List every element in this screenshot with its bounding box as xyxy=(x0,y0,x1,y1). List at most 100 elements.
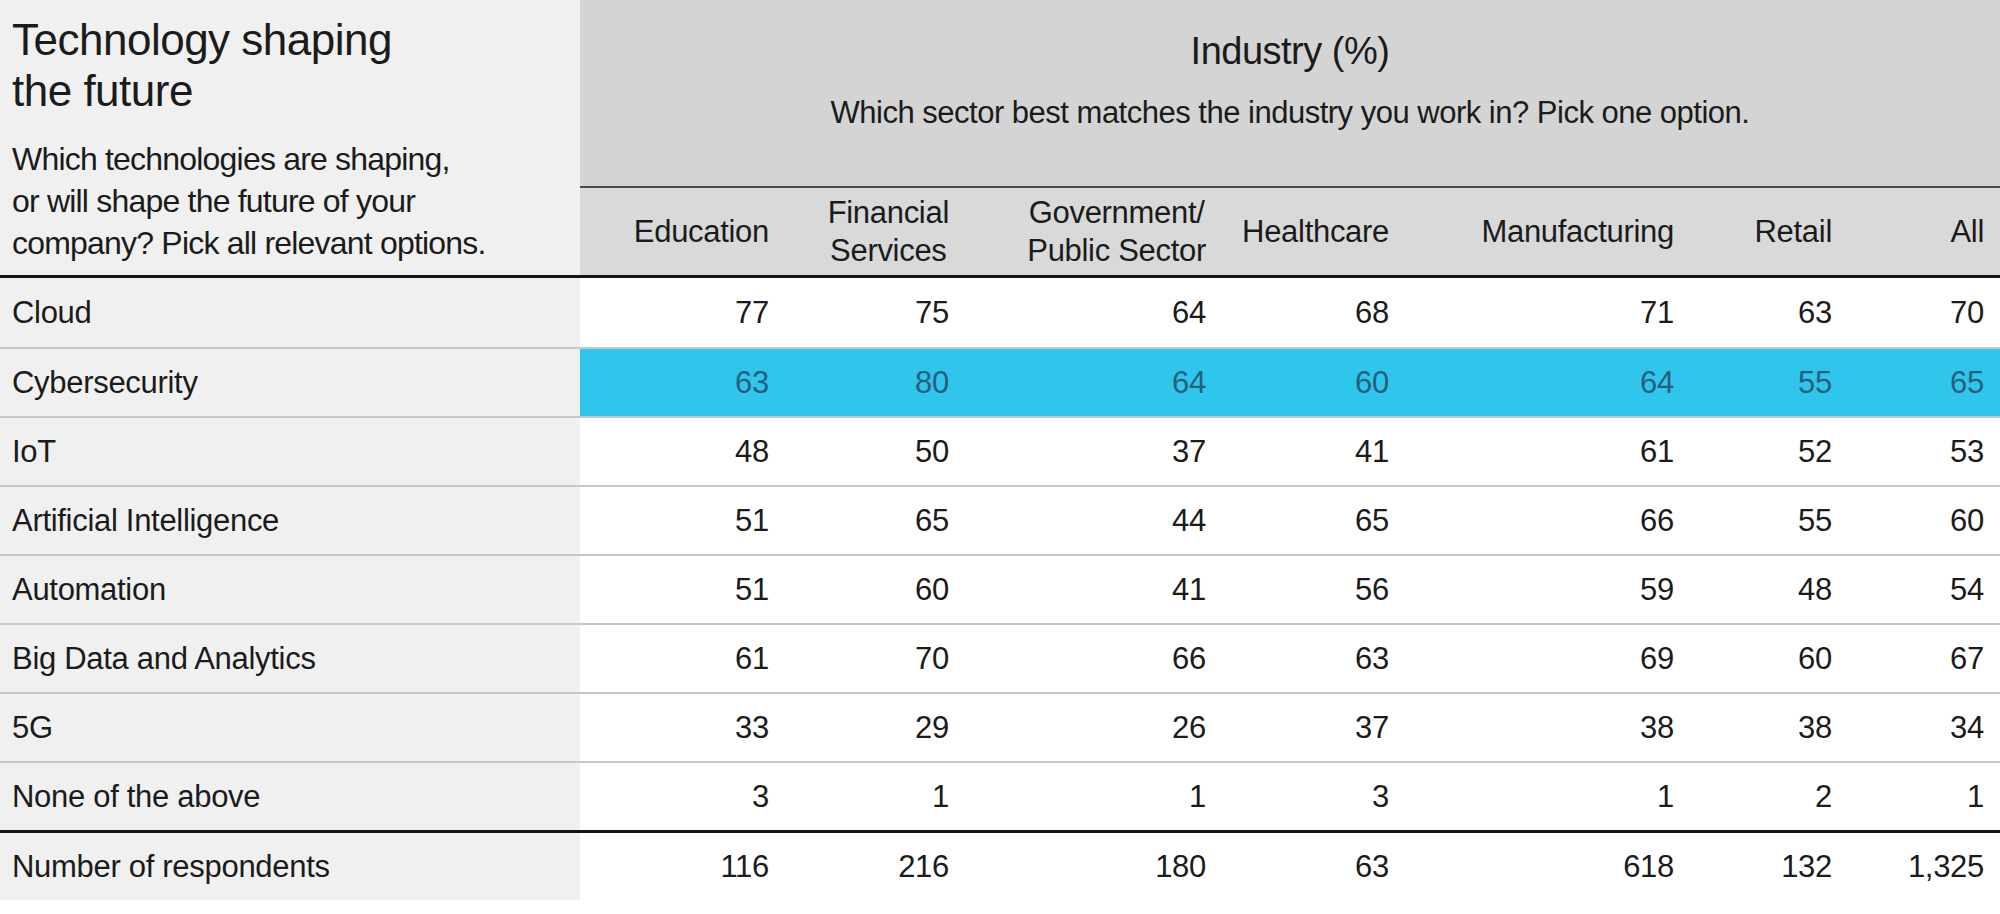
row-label: 5G xyxy=(0,694,580,761)
column-header: Education xyxy=(580,213,785,251)
table-cell: 37 xyxy=(965,418,1222,485)
table-row: None of the above3113121 xyxy=(0,761,2000,830)
table-cell: 116 xyxy=(580,833,785,900)
column-header-label: Education xyxy=(634,213,769,251)
table-row: Number of respondents116216180636181321,… xyxy=(0,830,2000,900)
industry-column-question: Which sector best matches the industry y… xyxy=(580,95,2000,131)
row-label: Big Data and Analytics xyxy=(0,625,580,692)
table-cell: 51 xyxy=(580,487,785,554)
table-cell: 53 xyxy=(1848,418,2000,485)
table-cell: 63 xyxy=(580,349,785,416)
table-cell: 61 xyxy=(1405,418,1690,485)
column-header-label: Government/ Public Sector xyxy=(1027,194,1206,270)
table-cell: 66 xyxy=(965,625,1222,692)
table-cell: 67 xyxy=(1848,625,2000,692)
industry-header-band: Industry (%) Which sector best matches t… xyxy=(580,0,2000,188)
column-header-row: Education Financial Services Government/ P… xyxy=(580,188,2000,275)
column-header: Financial Services xyxy=(785,194,965,270)
row-label: Automation xyxy=(0,556,580,623)
table-cell: 37 xyxy=(1222,694,1405,761)
table-cell: 132 xyxy=(1690,833,1848,900)
table-cell: 59 xyxy=(1405,556,1690,623)
row-label: Artificial Intelligence xyxy=(0,487,580,554)
row-label: Cloud xyxy=(0,278,580,347)
table-cell: 48 xyxy=(580,418,785,485)
table-header: Technology shaping the future Which tech… xyxy=(0,0,2000,278)
column-header-label: Healthcare xyxy=(1242,213,1389,251)
table-cell: 2 xyxy=(1690,763,1848,830)
column-header: Manufacturing xyxy=(1405,213,1690,251)
table-cell: 33 xyxy=(580,694,785,761)
table-cell: 3 xyxy=(1222,763,1405,830)
table-title: Technology shaping the future xyxy=(12,14,566,116)
table-cell: 34 xyxy=(1848,694,2000,761)
table-cell: 70 xyxy=(785,625,965,692)
table-cell: 64 xyxy=(965,349,1222,416)
table-row: IoT48503741615253 xyxy=(0,416,2000,485)
table-cell: 66 xyxy=(1405,487,1690,554)
row-label: None of the above xyxy=(0,763,580,830)
table-cell: 54 xyxy=(1848,556,2000,623)
table-cell: 69 xyxy=(1405,625,1690,692)
column-header-label: All xyxy=(1950,213,1984,251)
table-cell: 50 xyxy=(785,418,965,485)
table-cell: 1 xyxy=(785,763,965,830)
table-cell: 77 xyxy=(580,278,785,347)
row-label: IoT xyxy=(0,418,580,485)
table-cell: 60 xyxy=(1222,349,1405,416)
table-cell: 65 xyxy=(1848,349,2000,416)
row-label: Number of respondents xyxy=(0,833,580,900)
table-row: Automation51604156594854 xyxy=(0,554,2000,623)
column-header-label: Retail xyxy=(1755,213,1832,251)
table-cell: 618 xyxy=(1405,833,1690,900)
table-body: Cloud77756468716370Cybersecurity63806460… xyxy=(0,278,2000,900)
table-cell: 68 xyxy=(1222,278,1405,347)
table-row: Cybersecurity63806460645565 xyxy=(0,347,2000,416)
table-cell: 55 xyxy=(1690,349,1848,416)
table-cell: 3 xyxy=(580,763,785,830)
table-cell: 26 xyxy=(965,694,1222,761)
table-row-question: Which technologies are shaping, or will … xyxy=(12,138,566,264)
table-cell: 38 xyxy=(1405,694,1690,761)
column-header: Retail xyxy=(1690,213,1848,251)
table-cell: 52 xyxy=(1690,418,1848,485)
table-row: Big Data and Analytics61706663696067 xyxy=(0,623,2000,692)
row-label: Cybersecurity xyxy=(0,349,580,416)
table-cell: 29 xyxy=(785,694,965,761)
right-header-panel: Industry (%) Which sector best matches t… xyxy=(580,0,2000,275)
column-header-label: Manufacturing xyxy=(1481,213,1674,251)
table-row: Artificial Intelligence51654465665560 xyxy=(0,485,2000,554)
table-cell: 60 xyxy=(1690,625,1848,692)
table-cell: 216 xyxy=(785,833,965,900)
table-cell: 63 xyxy=(1222,625,1405,692)
table-cell: 71 xyxy=(1405,278,1690,347)
table-cell: 60 xyxy=(1848,487,2000,554)
table-cell: 180 xyxy=(965,833,1222,900)
table-cell: 65 xyxy=(1222,487,1405,554)
table-cell: 1,325 xyxy=(1848,833,2000,900)
industry-title: Industry (%) xyxy=(580,30,2000,73)
table-cell: 1 xyxy=(1405,763,1690,830)
left-header-panel: Technology shaping the future Which tech… xyxy=(0,0,580,275)
table-cell: 1 xyxy=(965,763,1222,830)
table-cell: 55 xyxy=(1690,487,1848,554)
column-header-label: Financial Services xyxy=(828,194,949,270)
table-row: Cloud77756468716370 xyxy=(0,278,2000,347)
table-cell: 60 xyxy=(785,556,965,623)
table-cell: 61 xyxy=(580,625,785,692)
column-header: All xyxy=(1848,213,2000,251)
table-cell: 64 xyxy=(965,278,1222,347)
table-cell: 1 xyxy=(1848,763,2000,830)
table-cell: 56 xyxy=(1222,556,1405,623)
table-cell: 41 xyxy=(965,556,1222,623)
table-cell: 70 xyxy=(1848,278,2000,347)
table-cell: 51 xyxy=(580,556,785,623)
survey-table-figure: Technology shaping the future Which tech… xyxy=(0,0,2000,914)
table-cell: 41 xyxy=(1222,418,1405,485)
table-cell: 63 xyxy=(1690,278,1848,347)
column-header: Government/ Public Sector xyxy=(965,194,1222,270)
table-row: 5G33292637383834 xyxy=(0,692,2000,761)
column-header: Healthcare xyxy=(1222,213,1405,251)
table-cell: 64 xyxy=(1405,349,1690,416)
table-cell: 65 xyxy=(785,487,965,554)
